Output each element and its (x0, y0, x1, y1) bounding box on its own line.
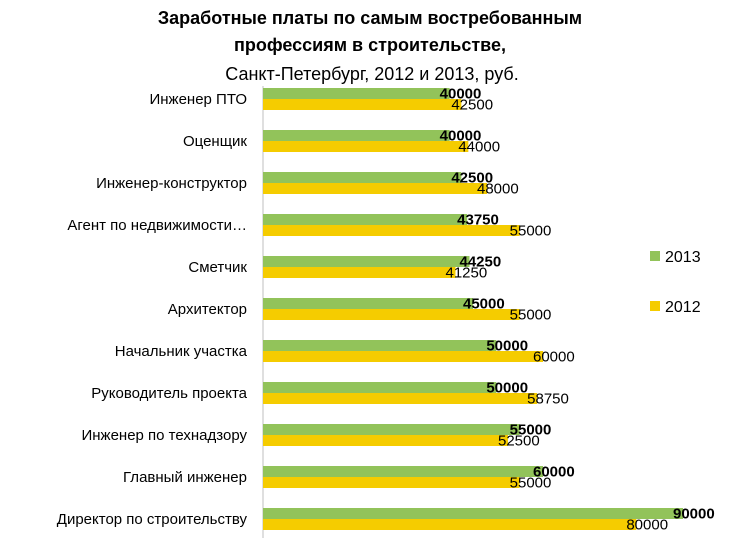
category-label: Директор по строительству (57, 511, 248, 528)
bar-2013 (263, 466, 543, 477)
data-label-2012: 55000 (510, 307, 552, 324)
bar-2013 (263, 130, 450, 141)
bar-2013 (263, 298, 473, 309)
chart-subtitle: Санкт-Петербург, 2012 и 2013, руб. (225, 64, 518, 84)
bar-2012 (263, 225, 520, 236)
bars (263, 88, 683, 530)
data-label-2013: 50000 (486, 380, 528, 397)
bar-2013 (263, 508, 683, 519)
data-label-2013: 42500 (451, 170, 493, 187)
data-label-2013: 90000 (673, 506, 715, 523)
data-label-2012: 41250 (446, 265, 488, 282)
category-label: Оценщик (183, 133, 247, 150)
data-label-2013: 50000 (486, 338, 528, 355)
data-label-2012: 80000 (626, 517, 668, 534)
bar-2013 (263, 382, 497, 393)
data-label-2013: 55000 (510, 422, 552, 439)
category-label: Сметчик (188, 259, 247, 276)
data-label-2012: 58750 (527, 391, 569, 408)
data-label-2013: 43750 (457, 212, 499, 229)
bar-2012 (263, 141, 469, 152)
bar-2012 (263, 351, 543, 362)
bar-2013 (263, 172, 462, 183)
category-labels: Инженер ПТО Оценщик Инженер-конструктор Аге… (57, 91, 248, 528)
data-label-2012: 48000 (477, 181, 519, 198)
bar-2013 (263, 340, 497, 351)
category-label: Архитектор (168, 301, 247, 318)
chart-title-line1: Заработные платы по самым востребованным (158, 8, 582, 28)
bar-2013 (263, 88, 450, 99)
data-label-2013: 40000 (440, 128, 482, 145)
category-label: Инженер ПТО (149, 91, 247, 108)
data-label-2013: 60000 (533, 464, 575, 481)
legend: 2013 2012 (650, 249, 701, 316)
category-label: Главный инженер (123, 469, 247, 486)
bar-2013 (263, 256, 470, 267)
value-labels: 4000042500400004400042500480004375055000… (440, 86, 715, 534)
legend-swatch-2012 (650, 301, 660, 311)
bar-2013 (263, 214, 468, 225)
data-label-2013: 45000 (463, 296, 505, 313)
bar-2012 (263, 393, 538, 404)
bar-2012 (263, 267, 456, 278)
data-label-2013: 44250 (460, 254, 502, 271)
category-label: Начальник участка (115, 343, 248, 360)
data-label-2012: 60000 (533, 349, 575, 366)
category-label: Руководитель проекта (91, 385, 247, 402)
category-label: Агент по недвижимости… (67, 217, 247, 234)
bar-2012 (263, 435, 508, 446)
legend-label-2013: 2013 (665, 249, 701, 266)
legend-label-2012: 2012 (665, 299, 701, 316)
data-label-2012: 52500 (498, 433, 540, 450)
data-label-2013: 40000 (440, 86, 482, 103)
data-label-2012: 42500 (451, 97, 493, 114)
bar-2012 (263, 309, 520, 320)
category-label: Инженер-конструктор (96, 175, 247, 192)
legend-swatch-2013 (650, 251, 660, 261)
bar-2012 (263, 477, 520, 488)
chart-title-line2: профессиям в строительстве, (234, 35, 506, 55)
data-label-2012: 44000 (458, 139, 500, 156)
data-label-2012: 55000 (510, 223, 552, 240)
category-label: Инженер по технадзору (81, 427, 247, 444)
data-label-2012: 55000 (510, 475, 552, 492)
bar-2013 (263, 424, 520, 435)
bar-2012 (263, 183, 487, 194)
bar-2012 (263, 519, 637, 530)
bar-2012 (263, 99, 462, 110)
